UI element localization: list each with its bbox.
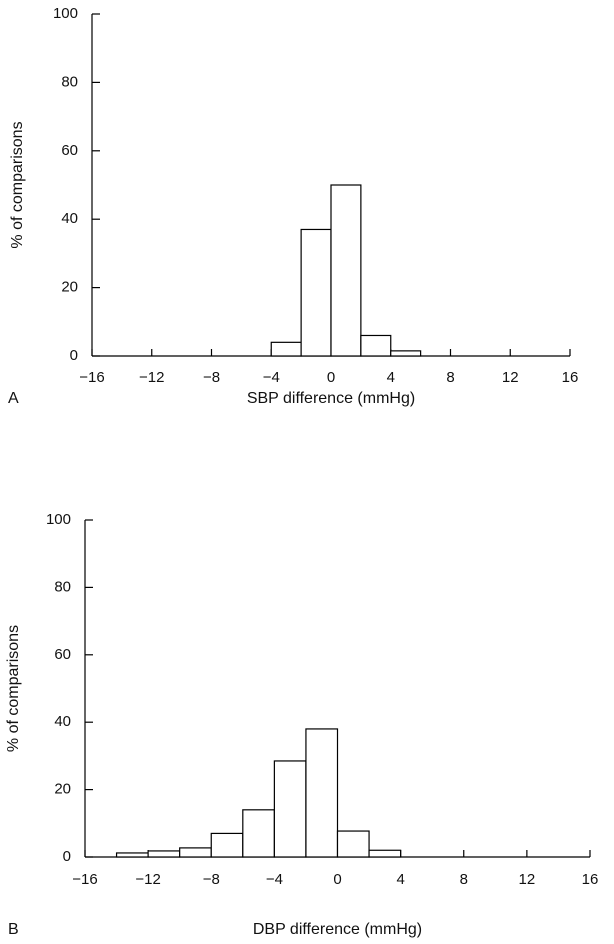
x-axis-label: DBP difference (mmHg) (253, 921, 422, 938)
x-tick-label: 8 (460, 871, 468, 888)
x-tick-label: 4 (396, 871, 404, 888)
bar (270, 341, 302, 357)
panel-label: B (8, 921, 19, 938)
y-axis-label: % of comparisons (5, 625, 22, 752)
y-tick-label: 0 (70, 347, 78, 364)
bar (360, 334, 392, 357)
x-tick-label: 0 (327, 369, 335, 386)
panel-label: A (8, 390, 19, 407)
y-tick-label: 20 (54, 781, 71, 798)
x-tick-label: 8 (446, 369, 454, 386)
bar (336, 830, 370, 858)
y-tick-label: 100 (53, 5, 78, 22)
x-tick-label: 12 (519, 871, 536, 888)
bar (305, 728, 339, 858)
y-axis-label: % of comparisons (9, 121, 26, 248)
y-tick-label: 80 (54, 578, 71, 595)
x-tick-label: −8 (203, 871, 220, 888)
bar (390, 350, 422, 357)
bar (273, 760, 307, 858)
x-tick-label: −8 (203, 369, 220, 386)
x-tick-label: −12 (139, 369, 164, 386)
bar (115, 852, 149, 858)
y-tick-label: 40 (61, 210, 78, 227)
x-tick-label: 4 (387, 369, 395, 386)
bar (242, 809, 275, 858)
y-tick-label: 0 (63, 848, 71, 865)
bar (368, 849, 402, 858)
bar (330, 184, 362, 357)
y-tick-label: 80 (61, 73, 78, 90)
y-tick-label: 20 (61, 279, 78, 296)
x-tick-label: 16 (562, 369, 579, 386)
x-tick-label: −16 (79, 369, 104, 386)
x-tick-label: −12 (135, 871, 160, 888)
bar (147, 850, 181, 858)
x-tick-label: −4 (263, 369, 280, 386)
x-tick-label: 0 (333, 871, 341, 888)
y-tick-label: 40 (54, 713, 71, 730)
x-tick-label: 16 (582, 871, 599, 888)
bar (179, 847, 212, 858)
y-tick-label: 60 (54, 646, 71, 663)
y-tick-label: 100 (46, 511, 71, 528)
x-tick-label: −16 (72, 871, 97, 888)
x-tick-label: −4 (266, 871, 283, 888)
bar (210, 832, 244, 858)
y-tick-label: 60 (61, 142, 78, 159)
x-axis-label: SBP difference (mmHg) (247, 390, 415, 407)
x-tick-label: 12 (502, 369, 519, 386)
bar (300, 228, 332, 357)
